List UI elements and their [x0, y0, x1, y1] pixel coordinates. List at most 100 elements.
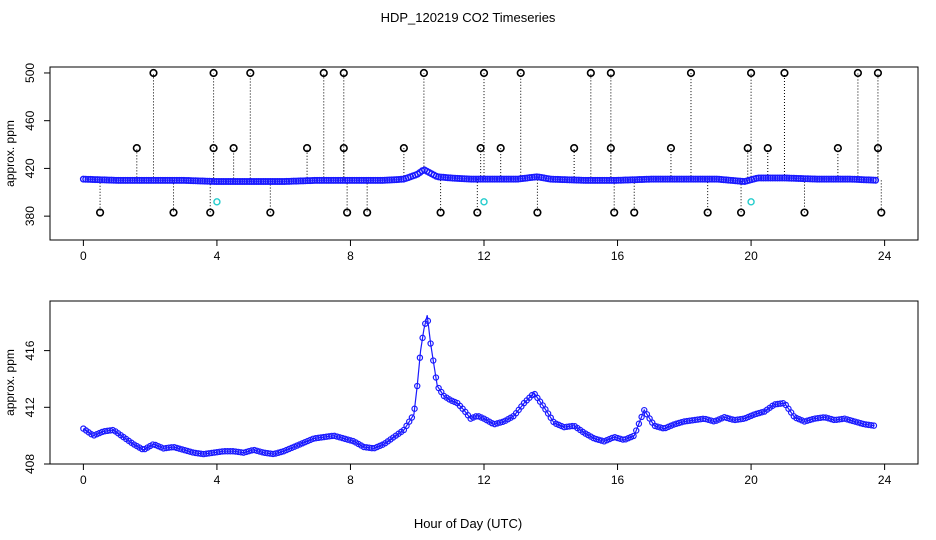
- baseline-point: [608, 176, 616, 184]
- top-panel-y-tick-label: 380: [23, 206, 37, 226]
- baseline-point: [671, 175, 679, 183]
- baseline-point: [334, 176, 342, 184]
- spike-point: [800, 208, 809, 217]
- spike-point: [873, 68, 883, 78]
- baseline-point: [301, 177, 309, 185]
- baseline-point: [851, 175, 859, 183]
- baseline-point: [762, 174, 770, 182]
- baseline-point: [467, 175, 475, 183]
- baseline-point: [633, 176, 641, 184]
- baseline-point: [388, 176, 396, 184]
- baseline-point: [561, 176, 569, 184]
- baseline-point: [206, 177, 214, 185]
- baseline-point: [332, 176, 340, 184]
- baseline-point: [591, 176, 599, 184]
- baseline-point: [110, 176, 118, 184]
- baseline-point: [121, 176, 129, 184]
- baseline-point: [801, 175, 809, 183]
- baseline-point: [126, 176, 134, 184]
- baseline-point: [738, 177, 746, 185]
- baseline-point: [117, 176, 125, 184]
- baseline-point: [283, 177, 291, 185]
- baseline-point: [636, 176, 644, 184]
- spike-point: [319, 68, 328, 78]
- baseline-point: [192, 177, 200, 185]
- series-point: [758, 409, 765, 416]
- baseline-point: [605, 176, 613, 184]
- baseline-point: [196, 177, 204, 185]
- baseline-point: [386, 176, 394, 184]
- x-axis-label: Hour of Day (UTC): [414, 516, 522, 531]
- baseline-point: [694, 175, 702, 183]
- baseline-point: [830, 175, 838, 183]
- spike-point: [780, 68, 789, 78]
- baseline-point: [837, 175, 845, 183]
- baseline-point: [647, 175, 655, 183]
- spike-point: [853, 68, 863, 78]
- spike-point: [339, 68, 348, 78]
- baseline-point: [236, 178, 244, 186]
- baseline-point: [844, 175, 852, 183]
- baseline-point: [598, 176, 606, 184]
- baseline-point: [813, 175, 821, 183]
- baseline-point: [381, 176, 389, 184]
- baseline-point: [103, 176, 111, 184]
- baseline-point: [243, 178, 251, 186]
- baseline-point: [341, 176, 349, 184]
- baseline-point: [500, 175, 508, 183]
- baseline-point: [713, 175, 721, 183]
- spike-point: [479, 68, 489, 78]
- baseline-point: [479, 175, 487, 183]
- baseline-point: [832, 175, 840, 183]
- top-panel-y-axis-label: approx. ppm: [3, 120, 17, 187]
- baseline-point: [185, 177, 193, 185]
- bottom-panel-y-tick-label: 416: [23, 340, 37, 360]
- spike-point: [266, 208, 275, 217]
- bottom-panel-x-tick-label: 8: [347, 473, 354, 487]
- top-panel: 0 4 8 12 16 20 24 380 420 460 500 approx. ppm: [3, 63, 919, 263]
- spike-point: [95, 208, 105, 217]
- baseline-point: [189, 177, 197, 185]
- baseline-point: [834, 175, 842, 183]
- baseline-point: [816, 175, 824, 183]
- baseline-point: [460, 175, 468, 183]
- baseline-point: [547, 175, 555, 183]
- baseline-point: [393, 176, 401, 184]
- baseline-point: [96, 176, 104, 184]
- baseline-point: [764, 174, 772, 182]
- baseline-point: [572, 176, 580, 184]
- top-panel-y-tick-label: 500: [23, 63, 37, 83]
- baseline-point: [619, 176, 627, 184]
- spike-point: [343, 208, 352, 217]
- baseline-point: [631, 176, 639, 184]
- baseline-point: [841, 175, 849, 183]
- baseline-point: [687, 175, 695, 183]
- baseline-point: [839, 175, 847, 183]
- baseline-point: [699, 175, 707, 183]
- baseline-point: [666, 175, 674, 183]
- baseline-point: [787, 174, 795, 182]
- baseline-point: [145, 176, 153, 184]
- baseline-point: [652, 175, 660, 183]
- baseline-point: [757, 174, 765, 182]
- series-point: [710, 418, 717, 425]
- series-point: [430, 357, 437, 364]
- baseline-point: [825, 175, 833, 183]
- baseline-point: [624, 176, 632, 184]
- baseline-point: [771, 174, 779, 182]
- baseline-point: [701, 175, 709, 183]
- top-panel-y-tick-label: 460: [23, 110, 37, 130]
- baseline-point: [650, 175, 658, 183]
- bottom-panel-y-tick-label: 412: [23, 397, 37, 417]
- spike-point: [132, 144, 141, 153]
- series-point: [870, 422, 878, 429]
- bottom-panel-x-tick-label: 24: [878, 473, 892, 487]
- cyan-point: [747, 198, 755, 206]
- baseline-point: [575, 176, 583, 184]
- spike-point: [586, 68, 595, 78]
- cyan-point: [480, 198, 488, 206]
- baseline-point: [465, 175, 473, 183]
- baseline-point: [582, 176, 590, 184]
- baseline-point: [755, 174, 763, 182]
- baseline-point: [280, 178, 288, 186]
